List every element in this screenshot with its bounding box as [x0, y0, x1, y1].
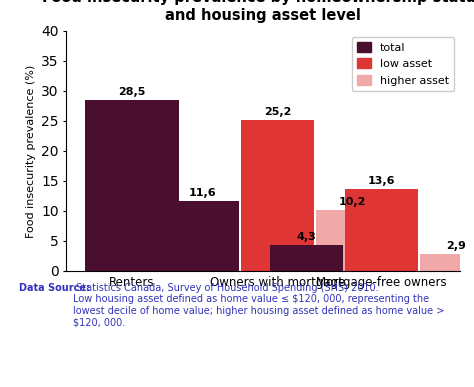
Text: 28,5: 28,5 [118, 87, 146, 97]
Bar [316, 210, 389, 271]
Text: 11,6: 11,6 [189, 188, 217, 198]
Text: Statistics Canada, Survey of Household Spending (SHS) 2010.
Low housing asset de: Statistics Canada, Survey of Household S… [73, 283, 445, 327]
Title: Food insecurity prevalence by homeownership status
and housing asset level: Food insecurity prevalence by homeowners… [42, 0, 474, 23]
Text: 10,2: 10,2 [338, 197, 366, 207]
Y-axis label: Food insecurity prevalence (%): Food insecurity prevalence (%) [26, 64, 36, 238]
Bar [84, 100, 179, 271]
Bar [345, 189, 418, 271]
Text: 25,2: 25,2 [264, 107, 292, 117]
Legend: total, low asset, higher asset: total, low asset, higher asset [352, 36, 454, 91]
Bar [166, 201, 239, 271]
Bar [241, 120, 314, 271]
Text: 4,3: 4,3 [297, 232, 317, 242]
Bar [270, 245, 343, 271]
Text: 2,9: 2,9 [446, 240, 466, 250]
Bar [419, 253, 474, 271]
Text: Data Source:: Data Source: [19, 283, 90, 293]
Text: 13,6: 13,6 [368, 176, 395, 186]
